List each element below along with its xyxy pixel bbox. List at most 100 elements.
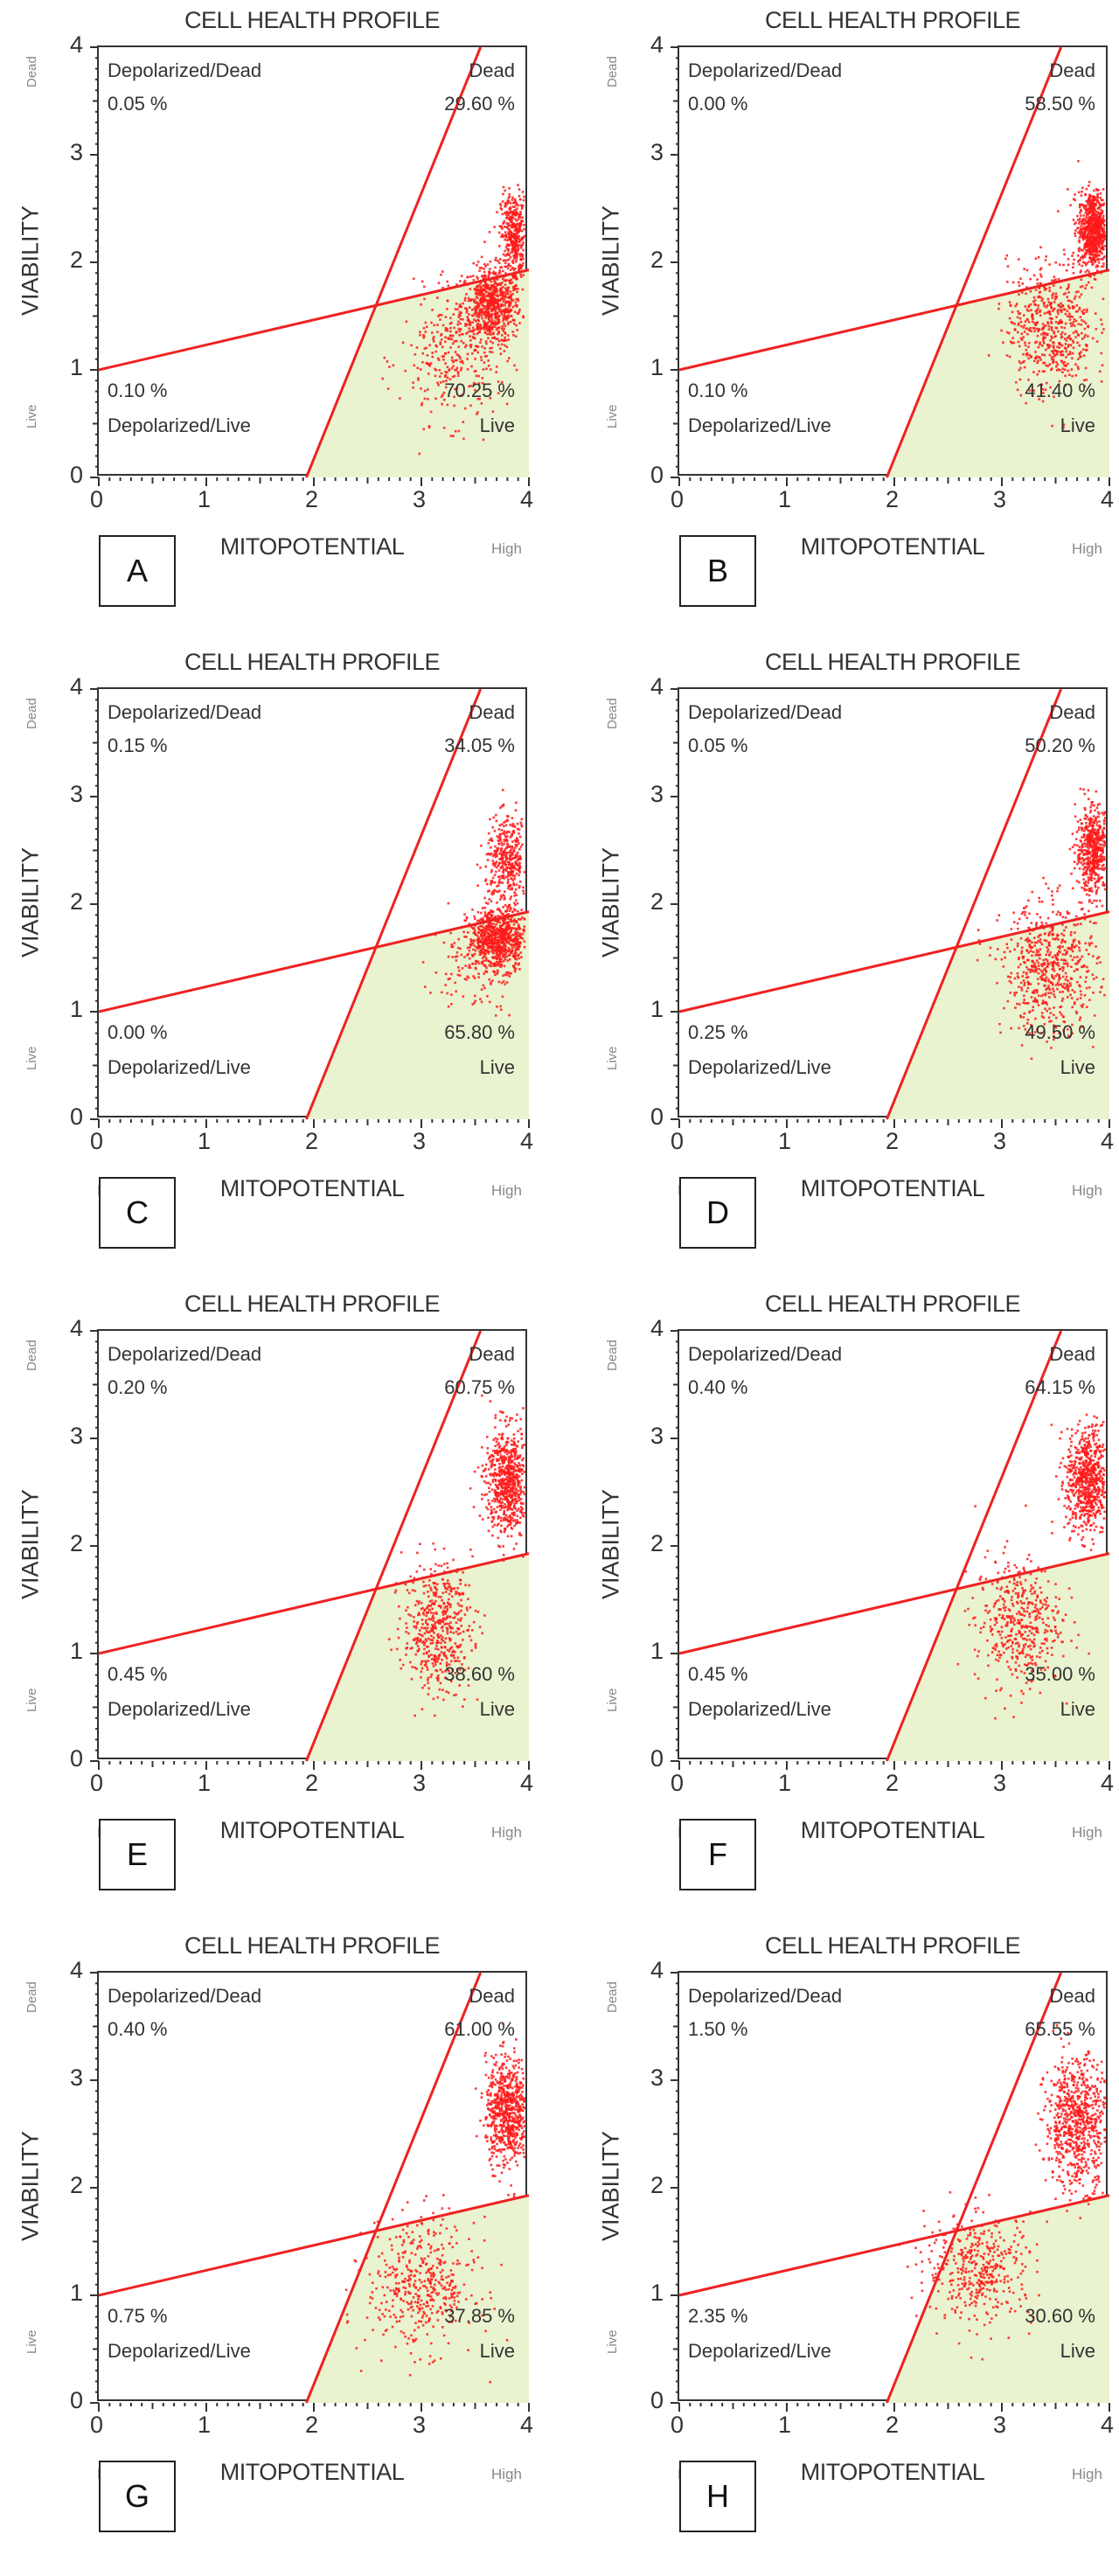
data-point [519, 211, 522, 213]
data-point [506, 845, 510, 848]
data-point [1103, 867, 1107, 870]
data-point [989, 946, 992, 950]
data-point [1103, 234, 1107, 237]
data-point [491, 272, 495, 275]
data-point [1091, 826, 1095, 829]
data-point [1097, 874, 1100, 877]
data-point [1013, 328, 1017, 331]
data-point [490, 893, 494, 896]
data-point [473, 329, 476, 331]
data-point [1082, 849, 1086, 852]
data-point [1027, 357, 1030, 360]
data-point [1081, 222, 1085, 226]
data-point [1098, 241, 1102, 245]
data-point [520, 236, 524, 240]
data-point [485, 915, 489, 918]
chart-title: CELL HEALTH PROFILE [764, 649, 1021, 675]
data-point [1054, 295, 1057, 298]
data-point [496, 211, 498, 213]
data-point [497, 319, 499, 323]
data-point [518, 228, 521, 231]
data-point [488, 889, 490, 892]
data-point [1100, 855, 1102, 859]
data-point [469, 330, 471, 332]
data-point [1058, 346, 1061, 349]
data-point [1095, 859, 1098, 862]
data-point [511, 834, 513, 837]
data-point [1082, 860, 1085, 862]
data-point [1068, 351, 1072, 353]
data-point [1100, 380, 1103, 383]
data-point [475, 291, 477, 295]
data-point [427, 388, 429, 391]
data-point [513, 246, 516, 249]
chart-panel-d: CELL HEALTH PROFILE Depolarized/Dead 0.05 … [580, 642, 1119, 1284]
data-point [1095, 889, 1098, 892]
data-point [1093, 865, 1095, 867]
data-point [487, 321, 490, 324]
data-point [1024, 344, 1027, 347]
data-point [432, 338, 434, 341]
data-point [504, 933, 507, 936]
data-point [1050, 356, 1053, 359]
data-point [1044, 337, 1046, 339]
data-point [1056, 345, 1059, 349]
data-point [454, 387, 456, 391]
data-point [476, 264, 478, 267]
data-point [1094, 831, 1097, 834]
data-point [1067, 912, 1071, 915]
data-point [517, 238, 520, 240]
data-point [473, 944, 476, 947]
x-tick-label: 4 [520, 486, 534, 512]
data-point [468, 957, 471, 960]
data-point [497, 953, 499, 956]
data-point [444, 362, 447, 365]
data-point [518, 230, 520, 233]
data-point [492, 927, 496, 930]
data-point [1090, 219, 1093, 222]
data-point [516, 902, 519, 905]
data-point [517, 869, 520, 872]
data-point [431, 352, 434, 354]
data-point [520, 244, 524, 247]
data-point [454, 956, 457, 958]
data-point [1102, 233, 1104, 237]
data-point [1088, 841, 1092, 845]
data-point [474, 994, 476, 998]
data-point [1025, 905, 1028, 908]
data-point [1095, 232, 1098, 235]
data-point [510, 848, 512, 852]
data-point [1088, 212, 1092, 214]
data-point [513, 243, 517, 247]
data-point [1090, 211, 1093, 213]
data-point [1096, 194, 1099, 197]
data-point [1040, 275, 1043, 278]
data-point [1080, 902, 1083, 904]
data-point [511, 234, 513, 237]
data-point [1031, 946, 1034, 949]
data-point [505, 922, 508, 925]
data-point [502, 940, 505, 943]
data-point [1096, 199, 1099, 202]
data-point [476, 326, 480, 329]
data-point [467, 296, 470, 300]
data-point [1086, 261, 1088, 265]
data-point [502, 319, 504, 323]
data-point [1051, 329, 1053, 331]
data-point [1102, 240, 1104, 242]
data-point [1039, 941, 1042, 943]
data-point [447, 1005, 450, 1008]
data-point [1071, 301, 1074, 303]
data-point [504, 233, 507, 236]
data-point [483, 263, 486, 266]
data-point [401, 341, 405, 345]
data-point [1088, 888, 1091, 890]
data-point [1015, 303, 1018, 305]
data-point [505, 856, 508, 860]
data-point [450, 945, 453, 949]
data-point [1080, 208, 1082, 212]
data-point [499, 202, 502, 205]
data-point [1012, 341, 1015, 345]
data-point [1077, 828, 1081, 832]
data-point [1074, 221, 1077, 224]
